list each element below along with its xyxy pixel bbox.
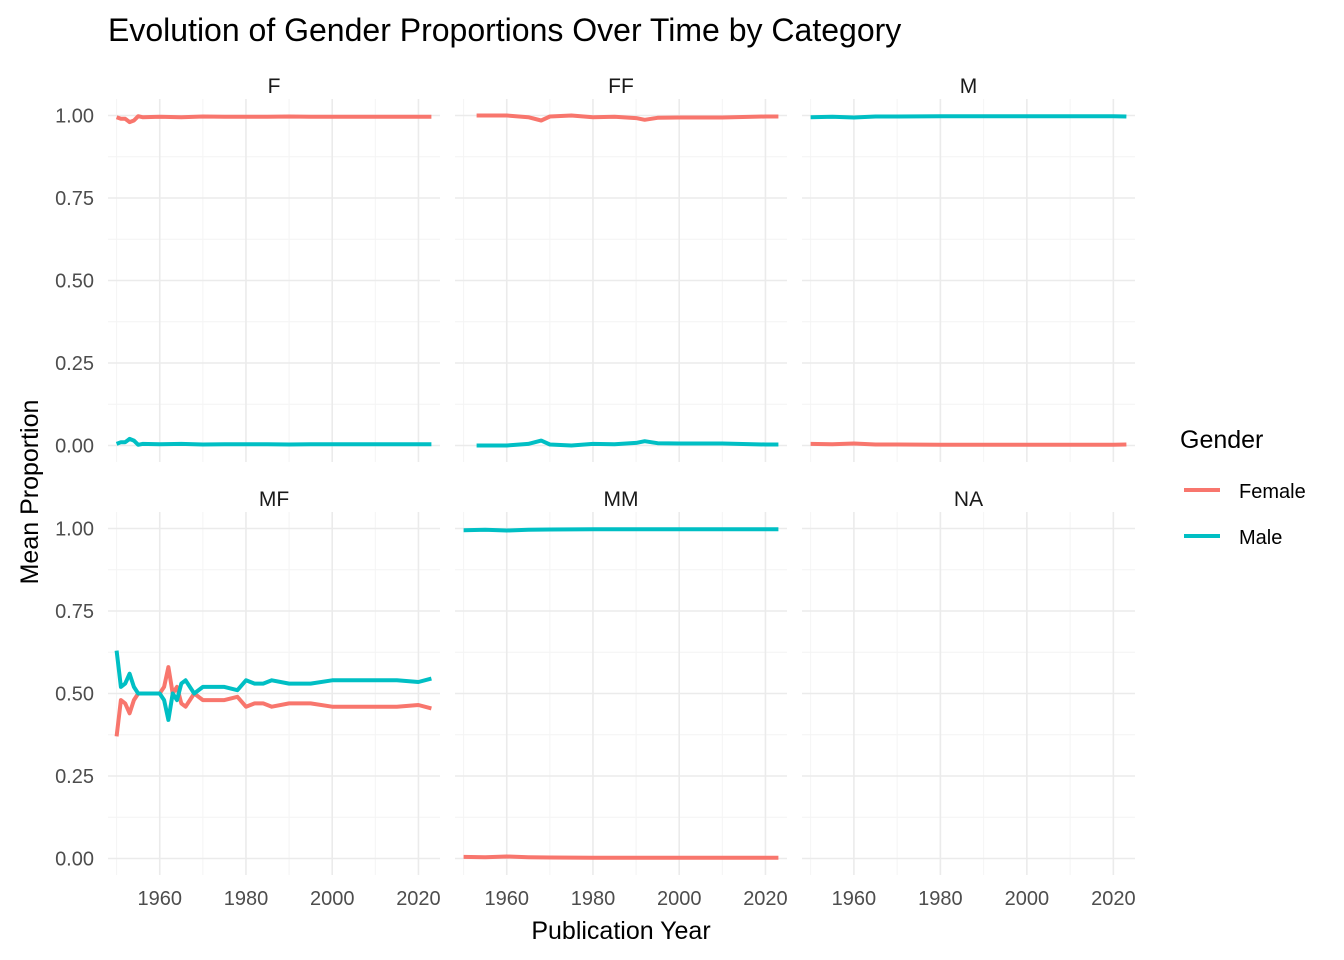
x-tick-label: 2000 (657, 888, 702, 910)
y-tick-label: 0.75 (55, 188, 94, 210)
facet-panel-ff: FF (455, 75, 787, 462)
series-line-male (810, 114, 1127, 120)
x-axis-title: Publication Year (531, 917, 710, 945)
y-tick-label: 0.75 (55, 601, 94, 623)
facet-strip-label: FF (608, 75, 634, 98)
legend-title: Gender (1180, 426, 1263, 454)
x-tick-label: 2020 (1091, 888, 1136, 910)
series-line-male (476, 438, 779, 448)
x-tick-label: 1980 (571, 888, 616, 910)
y-tick-label: 0.50 (55, 271, 94, 293)
facet-strip-label: MF (259, 488, 289, 511)
y-tick-label: 0.50 (55, 684, 94, 706)
y-axis-title: Mean Proportion (16, 400, 44, 585)
facet-strip-label: M (960, 75, 978, 98)
y-tick-label: 0.25 (55, 766, 94, 788)
y-tick-label: 1.00 (55, 519, 94, 541)
x-tick-label: 2000 (1005, 888, 1050, 910)
x-tick-label: 1960 (484, 888, 529, 910)
y-tick-label: 1.00 (55, 106, 94, 128)
series-line-female (476, 113, 779, 123)
chart-title: Evolution of Gender Proportions Over Tim… (108, 12, 901, 48)
x-tick-label: 2020 (743, 888, 788, 910)
legend: Gender Female Male (1180, 426, 1306, 549)
facet-panel-na: NA 1960 1980 2000 2020 (802, 488, 1136, 910)
series-line-female (115, 114, 432, 125)
facet-panel-mf: MF 0.00 0.25 0.50 0.75 1.00 1960 1980 2000 2020 (55, 488, 441, 910)
x-tick-label: 2020 (396, 888, 441, 910)
series-line-female (463, 854, 779, 860)
series-line-male (115, 436, 432, 447)
x-tick-label: 1980 (224, 888, 269, 910)
facet-strip-label: NA (954, 488, 983, 511)
y-tick-label: 0.00 (55, 849, 94, 871)
facet-panel-f: F 0.00 0.25 0.50 0.75 1.00 (55, 75, 440, 462)
y-tick-label: 0.00 (55, 436, 94, 458)
x-tick-label: 2000 (310, 888, 355, 910)
x-tick-label: 1960 (832, 888, 877, 910)
facet-panel-mm: MM 1960 1980 2000 2020 (455, 488, 788, 910)
series-line-male (463, 527, 779, 533)
legend-label-female: Female (1239, 481, 1306, 503)
y-tick-label: 0.25 (55, 353, 94, 375)
facet-strip-label: MM (604, 488, 639, 511)
legend-label-male: Male (1239, 527, 1282, 549)
x-tick-label: 1960 (137, 888, 182, 910)
series-line-male (114, 650, 432, 722)
facet-panel-m: M (802, 75, 1135, 462)
x-tick-label: 1980 (918, 888, 963, 910)
facet-strip-label: F (268, 75, 281, 98)
series-line-female (810, 441, 1127, 447)
facet-grid: F 0.00 0.25 0.50 0.75 1.00 FF M MF 0.00 0.25 0.50 0.… (55, 75, 1136, 910)
